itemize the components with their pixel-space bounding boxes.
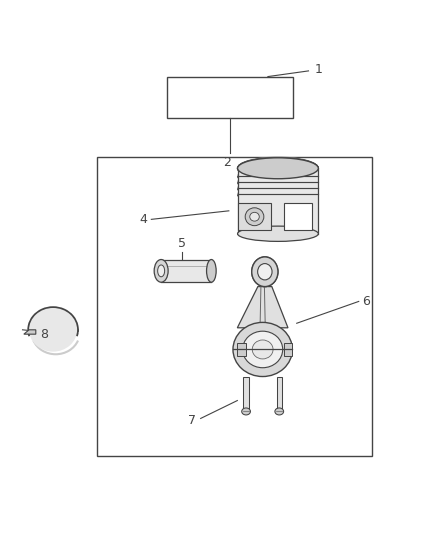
Ellipse shape [250, 212, 259, 221]
Ellipse shape [252, 340, 273, 359]
Text: 5: 5 [178, 237, 186, 250]
Bar [284, 343, 292, 356]
Ellipse shape [245, 208, 264, 225]
Ellipse shape [158, 265, 165, 277]
Ellipse shape [252, 257, 278, 287]
Bar [97, 157, 372, 456]
Ellipse shape [243, 331, 283, 368]
Ellipse shape [154, 260, 168, 282]
Bar [237, 168, 318, 234]
Bar [166, 77, 293, 118]
Ellipse shape [29, 308, 77, 352]
Text: 1: 1 [314, 63, 322, 76]
Polygon shape [237, 287, 288, 328]
Text: 6: 6 [362, 295, 370, 308]
Text: 2: 2 [223, 156, 231, 168]
Polygon shape [24, 330, 36, 334]
Ellipse shape [237, 158, 318, 179]
Ellipse shape [237, 226, 318, 241]
Bar [284, 203, 312, 230]
Ellipse shape [242, 408, 251, 415]
Bar [244, 376, 249, 410]
Text: 7: 7 [188, 414, 196, 427]
Bar [237, 343, 246, 356]
Bar [161, 260, 212, 282]
Ellipse shape [207, 260, 216, 282]
Text: 8: 8 [40, 328, 48, 341]
Ellipse shape [252, 257, 278, 287]
Bar [237, 203, 272, 230]
Bar [277, 376, 282, 410]
Ellipse shape [275, 408, 284, 415]
Ellipse shape [237, 158, 318, 179]
Ellipse shape [258, 264, 272, 280]
Ellipse shape [258, 264, 272, 280]
Ellipse shape [233, 322, 292, 376]
Text: 4: 4 [139, 213, 147, 226]
